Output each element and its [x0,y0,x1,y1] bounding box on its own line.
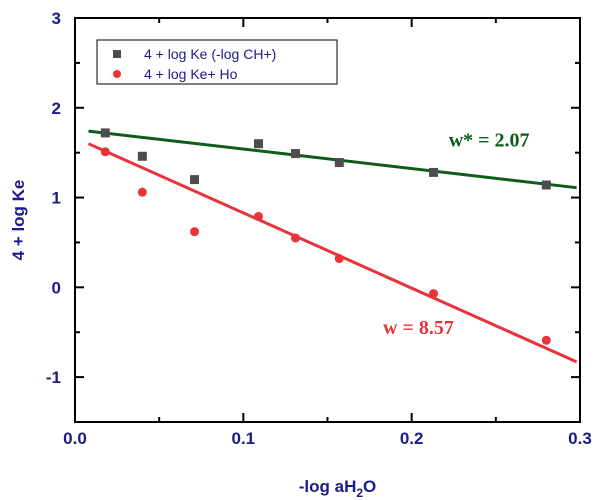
x-tick-label: 0.3 [568,429,592,448]
y-axis-ticks: -1 0 1 2 3 [46,9,580,423]
y-tick-label: 0 [52,278,61,297]
x-tick-label: 0.0 [63,429,87,448]
fit-lines [87,129,578,364]
legend: 4 + log Ke (-log CH+) 4 + log Ke+ Ho [96,39,338,85]
x-axis-title: -log aH2O [299,477,377,500]
series-2-point [334,254,344,264]
annotation-1: w* = 2.07 [449,129,530,151]
y-tick-label: 3 [52,9,61,28]
series-1-point [541,180,551,190]
series-2-point [137,187,147,197]
y-axis-title: 4 + log Ke [9,180,28,261]
y-tick-label: 2 [52,99,61,118]
series-2-point [190,227,200,237]
data-points [100,128,551,345]
series-1-point [137,151,147,161]
legend-box [96,39,338,85]
annotations: w* = 2.07 w = 8.57 [383,129,529,339]
series-1-point [100,128,110,138]
fit-line-2 [87,142,578,364]
series-1-point [291,149,301,159]
fit-line-1 [88,129,577,190]
legend-marker-circle [113,70,121,78]
series-1-point [190,175,200,185]
series-2-point [100,147,110,157]
legend-label: 4 + log Ke (-log CH+) [144,46,276,62]
series-2-point [291,233,301,243]
x-tick-label: 0.1 [232,429,256,448]
series-2-point [429,289,439,299]
series-2-point [253,211,263,221]
series-1-point [334,158,344,168]
y-tick-label: 1 [52,189,61,208]
series-1-point [253,139,263,149]
x-tick-label: 0.2 [400,429,424,448]
y-tick-label: -1 [46,368,61,387]
legend-label: 4 + log Ke+ Ho [144,66,238,82]
series-1-point [429,167,439,177]
series-2-point [541,335,551,345]
annotation-2: w = 8.57 [383,317,454,339]
x-axis-ticks: 0.0 0.1 0.2 0.3 [63,18,592,448]
legend-marker-square [113,50,121,58]
